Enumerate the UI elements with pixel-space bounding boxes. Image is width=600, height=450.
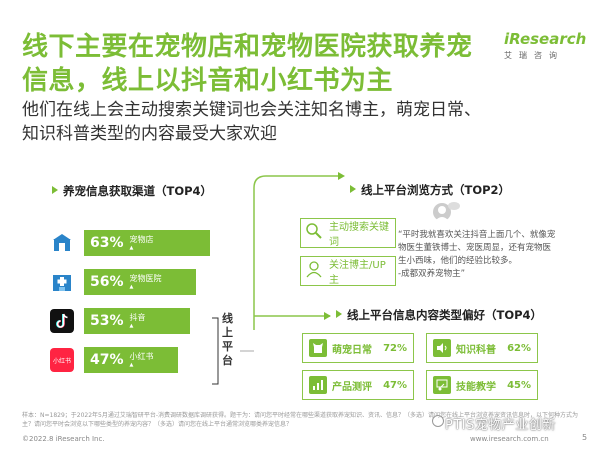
xiaohongshu-logo-text: 小红书 bbox=[50, 348, 74, 372]
content-type-label: 萌宠日常 bbox=[332, 344, 372, 356]
channel-pct: 53% bbox=[90, 313, 124, 329]
content-type-label: 产品测评 bbox=[332, 381, 372, 393]
content-type-label: 知识科普 bbox=[456, 344, 496, 356]
channel-bar: 53% 抖音 bbox=[84, 308, 190, 334]
content-type-box: 技能教学 45% bbox=[426, 370, 538, 400]
copyright: ©2022.8 iResearch Inc. bbox=[22, 435, 105, 443]
subtitle-line-1: 他们在线上会主动搜索关键词也会关注知名博主，萌宠日常、 bbox=[22, 100, 481, 120]
content-type-box: 萌宠日常 72% bbox=[302, 333, 414, 363]
page-number: 5 bbox=[582, 433, 588, 442]
channel-row-pet-store: 63% 宠物店 bbox=[46, 229, 226, 257]
browse-search-box: 主动搜索关键词 bbox=[300, 218, 396, 248]
logo-mark: iResearch bbox=[504, 30, 587, 48]
content-type-pct: 47% bbox=[383, 379, 407, 391]
content-type-label: 技能教学 bbox=[456, 381, 496, 393]
speech-avatar-icon bbox=[430, 200, 460, 226]
channel-pct: 47% bbox=[90, 352, 124, 368]
quote-text: “平时我就喜欢关注抖音上面几个、就像宠物医生董铁博士、宠医周显，还有宠物医生小西… bbox=[398, 230, 556, 266]
channel-bar: 63% 宠物店 bbox=[84, 230, 210, 256]
channel-bar: 47% 小红书 bbox=[84, 347, 178, 373]
page-subtitle: 他们在线上会主动搜索关键词也会关注知名博主，萌宠日常、 知识科普类型的内容最受大… bbox=[22, 98, 582, 146]
browse-blogger-box: 关注博主/UP主 bbox=[300, 256, 396, 286]
channel-row-douyin: 53% 抖音 bbox=[46, 307, 226, 335]
store-icon bbox=[46, 229, 78, 257]
channel-bar: 56% 宠物医院 bbox=[84, 269, 196, 295]
content-type-pct: 72% bbox=[383, 342, 407, 354]
channel-row-pet-hospital: 56% 宠物医院 bbox=[46, 268, 226, 296]
channel-list: 63% 宠物店 56% 宠物医院 53% 抖音 小红书 47% 小红书 bbox=[46, 229, 226, 374]
channel-name: 小红书 bbox=[130, 351, 154, 368]
subtitle-line-2: 知识科普类型的内容最受大家欢迎 bbox=[22, 124, 277, 144]
logo-sub: 艾瑞咨询 bbox=[504, 51, 564, 60]
website: www.iresearch.com.cn bbox=[470, 435, 549, 443]
title-line-2: 信息，线上以抖音和小红书为主 bbox=[22, 66, 394, 96]
channel-name: 抖音 bbox=[130, 312, 146, 329]
content-type-pct: 45% bbox=[507, 379, 531, 391]
quote-author: -成都双养宠物主” bbox=[398, 269, 465, 279]
channel-name: 宠物店 bbox=[130, 234, 154, 251]
online-platform-label: 线上平台 bbox=[222, 312, 233, 367]
browse-label: 主动搜索关键词 bbox=[329, 222, 389, 248]
channel-row-xiaohongshu: 小红书 47% 小红书 bbox=[46, 346, 226, 374]
title-line-1: 线下主要在宠物店和宠物医院获取养宠 bbox=[22, 32, 473, 62]
teaching-icon bbox=[433, 376, 451, 394]
search-icon bbox=[305, 222, 323, 244]
user-quote: “平时我就喜欢关注抖音上面几个、就像宠物医生董铁博士、宠医周显，还有宠物医生小西… bbox=[398, 229, 558, 281]
page-title: 线下主要在宠物店和宠物医院获取养宠 信息，线上以抖音和小红书为主 bbox=[22, 30, 502, 98]
watermark: PTIS宠物产业创新 bbox=[445, 418, 556, 433]
content-type-box: 产品测评 47% bbox=[302, 370, 414, 400]
channel-pct: 63% bbox=[90, 235, 124, 251]
iresearch-logo: iResearch 艾瑞咨询 bbox=[504, 30, 587, 64]
channels-title: 养宠信息获取渠道（TOP4） bbox=[52, 183, 212, 199]
douyin-icon bbox=[46, 307, 78, 335]
channel-pct: 56% bbox=[90, 274, 124, 290]
chart-icon bbox=[309, 376, 327, 394]
hospital-icon bbox=[46, 268, 78, 296]
footnote: 样本：N=1829；于2022年5月通过艾瑞智研平台-消费调研数据库调研获得。题… bbox=[22, 412, 579, 428]
browse-title: 线上平台浏览方式（TOP2） bbox=[350, 182, 510, 198]
content-type-pct: 62% bbox=[507, 342, 531, 354]
watermark-icon bbox=[432, 415, 444, 427]
channel-name: 宠物医院 bbox=[130, 273, 162, 290]
xiaohongshu-icon: 小红书 bbox=[46, 346, 78, 374]
cat-icon bbox=[309, 339, 327, 357]
browse-label: 关注博主/UP主 bbox=[329, 260, 386, 286]
blogger-icon bbox=[305, 260, 323, 282]
content-types-title: 线上平台信息内容类型偏好（TOP4） bbox=[336, 307, 542, 323]
content-type-box: 知识科普 62% bbox=[426, 333, 538, 363]
speaker-icon bbox=[433, 339, 451, 357]
